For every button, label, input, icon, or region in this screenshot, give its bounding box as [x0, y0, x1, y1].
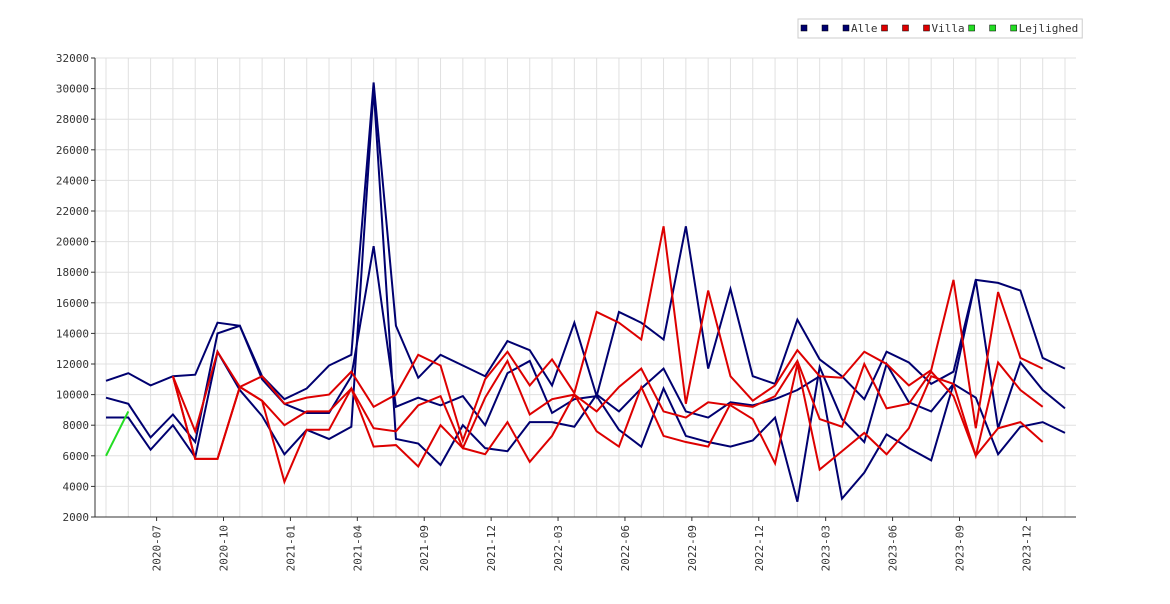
legend-swatch	[1010, 24, 1017, 32]
series-line	[171, 358, 1044, 485]
legend-swatch	[968, 24, 975, 32]
legend-swatch	[881, 24, 888, 32]
y-tick-label: 28000	[56, 113, 89, 126]
x-tick-label: 2023-06	[887, 525, 900, 571]
series-line	[105, 246, 1066, 502]
series-line	[106, 88, 1066, 501]
y-tick-label: 10000	[56, 389, 89, 402]
x-tick-label: 2021-04	[351, 525, 364, 572]
x-tick-label: 2022-09	[686, 525, 699, 571]
y-tick-label: 22000	[56, 205, 89, 218]
y-tick-label: 26000	[56, 144, 89, 157]
y-tick-label: 14000	[56, 327, 89, 340]
legend: Alle Villa Lejlighed	[797, 18, 1083, 39]
legend-swatch	[923, 24, 930, 32]
series-line	[171, 226, 1044, 444]
legend-swatch	[800, 24, 808, 32]
y-tick-label: 32000	[56, 52, 89, 65]
x-tick-label: 2020-10	[218, 525, 231, 571]
y-tick-label: 6000	[63, 450, 90, 463]
legend-swatch	[902, 24, 909, 32]
y-tick-label: 12000	[56, 358, 89, 371]
x-tick-label: 2020-07	[151, 525, 164, 571]
x-tick-label: 2021-01	[284, 525, 297, 571]
x-tick-label: 2022-03	[552, 525, 565, 571]
series-line	[105, 410, 130, 457]
legend-label: Villa	[932, 22, 965, 35]
legend-label: Lejlighed	[1019, 22, 1079, 35]
series-line	[171, 358, 1044, 464]
y-tick-label: 8000	[63, 419, 90, 432]
x-tick-label: 2023-09	[953, 525, 966, 571]
x-tick-label: 2022-06	[619, 525, 632, 571]
legend-label: Alle	[851, 22, 878, 35]
y-tick-label: 18000	[56, 266, 89, 279]
y-tick-label: 16000	[56, 297, 89, 310]
x-tick-label: 2021-09	[418, 525, 431, 571]
y-tick-label: 24000	[56, 174, 89, 187]
legend-swatch	[821, 24, 829, 32]
y-tick-label: 20000	[56, 236, 89, 249]
y-tick-label: 2000	[63, 511, 90, 524]
legend-box	[797, 18, 1083, 39]
x-tick-label: 2022-12	[753, 525, 766, 571]
x-tick-label: 2021-12	[485, 525, 498, 571]
legend-swatch	[989, 24, 996, 32]
legend-swatch	[842, 24, 850, 32]
x-tick-label: 2023-12	[1020, 525, 1033, 571]
x-tick-label: 2023-03	[820, 525, 833, 571]
y-tick-label: 30000	[56, 83, 89, 96]
y-tick-label: 4000	[63, 480, 90, 493]
plot-area	[95, 58, 1076, 517]
